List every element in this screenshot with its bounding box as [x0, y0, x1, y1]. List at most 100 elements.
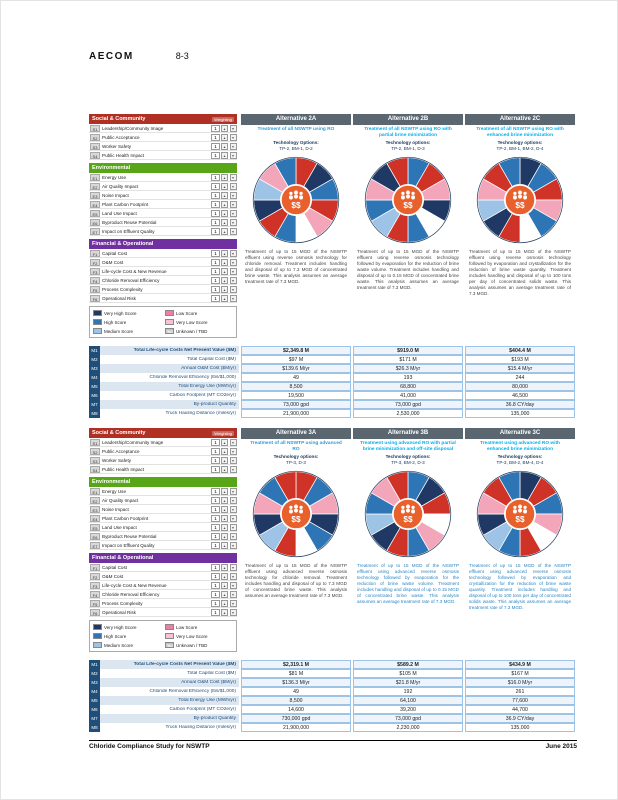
weight-increment-button[interactable]: ▲	[221, 447, 228, 455]
weight-decrement-button[interactable]: ▼	[229, 142, 237, 150]
weight-increment-button[interactable]: ▲	[221, 581, 228, 589]
weight-value-box[interactable]: 1	[211, 294, 220, 302]
weight-value-box[interactable]: 1	[211, 599, 220, 607]
weight-decrement-button[interactable]: ▼	[229, 599, 237, 607]
weight-value-box[interactable]: 1	[211, 523, 220, 531]
weight-decrement-button[interactable]: ▼	[229, 173, 237, 181]
weight-increment-button[interactable]: ▲	[221, 590, 228, 598]
weight-increment-button[interactable]: ▲	[221, 142, 228, 150]
weight-increment-button[interactable]: ▲	[221, 599, 228, 607]
weight-increment-button[interactable]: ▲	[221, 294, 228, 302]
weight-increment-button[interactable]: ▲	[221, 438, 228, 446]
weight-value-box[interactable]: 1	[211, 447, 220, 455]
weight-value-box[interactable]: 1	[211, 182, 220, 190]
weight-value-box[interactable]: 1	[211, 151, 220, 159]
weight-increment-button[interactable]: ▲	[221, 227, 228, 235]
weight-increment-button[interactable]: ▲	[221, 209, 228, 217]
weight-value-box[interactable]: 1	[211, 133, 220, 141]
weight-increment-button[interactable]: ▲	[221, 541, 228, 549]
weight-decrement-button[interactable]: ▼	[229, 227, 237, 235]
weight-value-box[interactable]: 1	[211, 249, 220, 257]
weight-increment-button[interactable]: ▲	[221, 523, 228, 531]
weight-value-box[interactable]: 1	[211, 173, 220, 181]
weight-value-box[interactable]: 1	[211, 532, 220, 540]
weight-increment-button[interactable]: ▲	[221, 267, 228, 275]
weight-value-box[interactable]: 1	[211, 191, 220, 199]
weight-decrement-button[interactable]: ▼	[229, 191, 237, 199]
weight-increment-button[interactable]: ▲	[221, 285, 228, 293]
weight-value-box[interactable]: 1	[211, 590, 220, 598]
weight-decrement-button[interactable]: ▼	[229, 218, 237, 226]
weight-increment-button[interactable]: ▲	[221, 200, 228, 208]
weight-value-box[interactable]: 1	[211, 487, 220, 495]
weight-decrement-button[interactable]: ▼	[229, 514, 237, 522]
weight-decrement-button[interactable]: ▼	[229, 258, 237, 266]
weight-decrement-button[interactable]: ▼	[229, 563, 237, 571]
weight-decrement-button[interactable]: ▼	[229, 487, 237, 495]
weight-value-box[interactable]: 1	[211, 505, 220, 513]
weight-increment-button[interactable]: ▲	[221, 496, 228, 504]
weight-decrement-button[interactable]: ▼	[229, 124, 237, 132]
weight-decrement-button[interactable]: ▼	[229, 285, 237, 293]
weight-value-box[interactable]: 1	[211, 581, 220, 589]
weight-value-box[interactable]: 1	[211, 465, 220, 473]
weight-value-box[interactable]: 1	[211, 572, 220, 580]
weight-increment-button[interactable]: ▲	[221, 182, 228, 190]
weight-increment-button[interactable]: ▲	[221, 124, 228, 132]
weight-increment-button[interactable]: ▲	[221, 514, 228, 522]
weight-decrement-button[interactable]: ▼	[229, 608, 237, 616]
weight-decrement-button[interactable]: ▼	[229, 182, 237, 190]
weight-value-box[interactable]: 1	[211, 563, 220, 571]
weight-decrement-button[interactable]: ▼	[229, 465, 237, 473]
weight-decrement-button[interactable]: ▼	[229, 151, 237, 159]
weight-increment-button[interactable]: ▲	[221, 505, 228, 513]
weight-value-box[interactable]: 1	[211, 496, 220, 504]
weight-decrement-button[interactable]: ▼	[229, 294, 237, 302]
weight-value-box[interactable]: 1	[211, 541, 220, 549]
weight-decrement-button[interactable]: ▼	[229, 456, 237, 464]
weight-increment-button[interactable]: ▲	[221, 133, 228, 141]
weight-decrement-button[interactable]: ▼	[229, 200, 237, 208]
weight-decrement-button[interactable]: ▼	[229, 523, 237, 531]
weight-value-box[interactable]: 1	[211, 227, 220, 235]
weight-value-box[interactable]: 1	[211, 200, 220, 208]
weight-value-box[interactable]: 1	[211, 438, 220, 446]
weight-value-box[interactable]: 1	[211, 285, 220, 293]
weight-increment-button[interactable]: ▲	[221, 218, 228, 226]
weight-decrement-button[interactable]: ▼	[229, 590, 237, 598]
weight-decrement-button[interactable]: ▼	[229, 438, 237, 446]
weight-decrement-button[interactable]: ▼	[229, 267, 237, 275]
weight-decrement-button[interactable]: ▼	[229, 541, 237, 549]
weight-decrement-button[interactable]: ▼	[229, 447, 237, 455]
weight-decrement-button[interactable]: ▼	[229, 133, 237, 141]
weight-value-box[interactable]: 1	[211, 267, 220, 275]
weight-value-box[interactable]: 1	[211, 124, 220, 132]
weight-value-box[interactable]: 1	[211, 456, 220, 464]
weight-increment-button[interactable]: ▲	[221, 532, 228, 540]
weight-increment-button[interactable]: ▲	[221, 249, 228, 257]
weight-decrement-button[interactable]: ▼	[229, 276, 237, 284]
weight-decrement-button[interactable]: ▼	[229, 581, 237, 589]
weight-increment-button[interactable]: ▲	[221, 151, 228, 159]
weight-value-box[interactable]: 1	[211, 218, 220, 226]
weight-decrement-button[interactable]: ▼	[229, 496, 237, 504]
weight-decrement-button[interactable]: ▼	[229, 249, 237, 257]
weight-increment-button[interactable]: ▲	[221, 608, 228, 616]
weight-decrement-button[interactable]: ▼	[229, 209, 237, 217]
weight-decrement-button[interactable]: ▼	[229, 505, 237, 513]
weight-value-box[interactable]: 1	[211, 514, 220, 522]
weight-decrement-button[interactable]: ▼	[229, 572, 237, 580]
weight-value-box[interactable]: 1	[211, 209, 220, 217]
weight-value-box[interactable]: 1	[211, 608, 220, 616]
weight-increment-button[interactable]: ▲	[221, 487, 228, 495]
weight-increment-button[interactable]: ▲	[221, 258, 228, 266]
weight-increment-button[interactable]: ▲	[221, 173, 228, 181]
weight-value-box[interactable]: 1	[211, 276, 220, 284]
weight-value-box[interactable]: 1	[211, 258, 220, 266]
weight-value-box[interactable]: 1	[211, 142, 220, 150]
weight-increment-button[interactable]: ▲	[221, 572, 228, 580]
weight-increment-button[interactable]: ▲	[221, 563, 228, 571]
weight-decrement-button[interactable]: ▼	[229, 532, 237, 540]
weight-increment-button[interactable]: ▲	[221, 276, 228, 284]
weight-increment-button[interactable]: ▲	[221, 465, 228, 473]
